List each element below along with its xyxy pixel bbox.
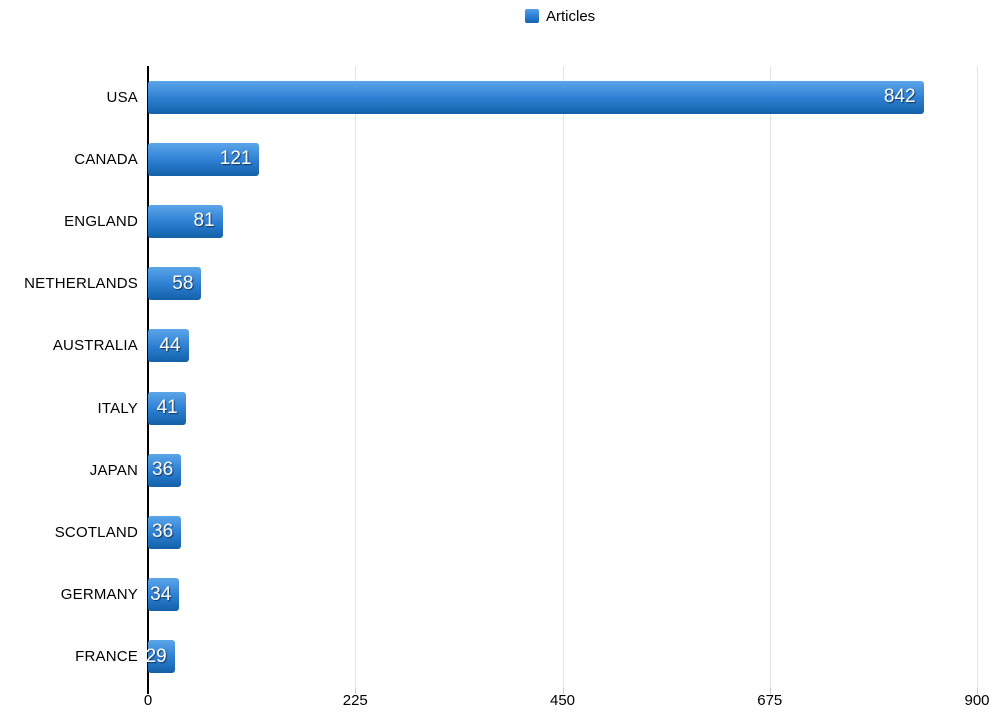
bar-value-label: 41 (156, 397, 178, 419)
x-tick-label: 675 (757, 692, 783, 709)
x-tick-label: 0 (143, 692, 153, 709)
bar-value-label: 58 (172, 272, 194, 294)
bar-row: ENGLAND 81 (64, 190, 977, 252)
category-label: NETHERLANDS (24, 275, 138, 293)
legend[interactable]: Articles (525, 7, 595, 25)
bar-value-label: 36 (152, 521, 174, 543)
legend-label: Articles (546, 7, 596, 25)
bar-italy[interactable]: 41 (148, 391, 186, 425)
bar-value-label: 34 (150, 583, 172, 605)
gridline (562, 66, 564, 688)
bar-row: FRANCE 29 (75, 626, 977, 688)
x-tick-label: 900 (964, 692, 990, 709)
bar-row: GERMANY 34 (61, 564, 977, 626)
bar-value-label: 29 (145, 645, 167, 667)
bar-row: ITALY 41 (98, 377, 977, 439)
bar-row: AUSTRALIA 44 (53, 315, 977, 377)
bar-row: JAPAN 36 (90, 439, 977, 501)
category-label: FRANCE (75, 648, 138, 666)
gridline (977, 66, 978, 688)
bar-france[interactable]: 29 (145, 640, 175, 674)
bar-australia[interactable]: 44 (148, 329, 189, 363)
legend-swatch-icon (525, 9, 539, 23)
bar-value-label: 842 (883, 86, 916, 108)
bar-japan[interactable]: 36 (148, 453, 182, 487)
plot-area: USA 842 CANADA 121 ENGLAND 81 NETHERLANDS 58 AUS… (24, 66, 978, 694)
bar-canada[interactable]: 121 (148, 142, 260, 176)
category-label: ITALY (97, 399, 138, 417)
category-label: GERMANY (60, 586, 138, 604)
bar-value-label: 121 (219, 148, 252, 170)
bar-germany[interactable]: 34 (148, 578, 180, 612)
gridline (769, 66, 771, 688)
bar-value-label: 36 (152, 459, 174, 481)
bar-row: USA 842 (107, 66, 977, 128)
x-tick-label: 450 (549, 692, 576, 709)
bar-row: SCOTLAND 36 (55, 501, 977, 563)
y-axis-line (147, 66, 149, 694)
x-tick-mark (355, 688, 357, 694)
category-label: AUSTRALIA (52, 337, 138, 355)
category-label: CANADA (74, 150, 138, 168)
bar-row: NETHERLANDS 58 (24, 253, 977, 315)
x-tick-mark (562, 688, 564, 694)
bar-value-label: 81 (193, 210, 215, 232)
bar-row: CANADA 121 (74, 128, 977, 190)
bar-england[interactable]: 81 (148, 204, 223, 238)
x-tick-mark (769, 688, 771, 694)
bar-value-label: 44 (159, 334, 181, 356)
x-tick-label: 225 (342, 692, 368, 709)
category-label: SCOTLAND (54, 523, 138, 541)
category-label: JAPAN (89, 461, 138, 479)
bar-netherlands[interactable]: 58 (148, 267, 202, 301)
x-axis: 0 225 450 675 900 (144, 692, 990, 712)
gridline (355, 66, 357, 688)
x-tick-mark (977, 688, 978, 694)
bar-scotland[interactable]: 36 (148, 515, 182, 549)
category-label: ENGLAND (64, 212, 138, 230)
category-label: USA (106, 88, 138, 106)
bar-usa[interactable]: 842 (148, 80, 924, 114)
